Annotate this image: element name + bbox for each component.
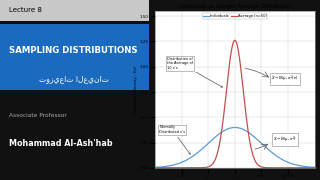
Line: Average (n=50): Average (n=50) xyxy=(155,40,315,168)
Individuals xyxy=(309,166,313,168)
Bar xyxy=(0,24,149,90)
Average (n=50) xyxy=(248,143,252,146)
Individuals xyxy=(233,126,237,129)
Average (n=50) xyxy=(230,47,234,50)
Average (n=50) xyxy=(313,167,316,169)
Bar xyxy=(0,0,149,21)
Individuals xyxy=(284,160,288,163)
Text: Distribution of
the Average of
10 x's: Distribution of the Average of 10 x's xyxy=(167,57,222,87)
Average (n=50) xyxy=(309,167,313,169)
Individuals xyxy=(230,127,234,129)
Average (n=50) xyxy=(284,167,288,169)
Average (n=50) xyxy=(153,167,157,169)
Individuals xyxy=(153,166,157,168)
Title: Individuals vs Sample Average Distribution: Individuals vs Sample Average Distributi… xyxy=(178,4,292,9)
Individuals xyxy=(229,127,233,129)
Y-axis label: Probability Density - f(x): Probability Density - f(x) xyxy=(134,66,139,113)
Legend: Individuals, Average (n=50): Individuals, Average (n=50) xyxy=(202,13,268,19)
Individuals xyxy=(240,128,244,130)
Text: SAMPLING DISTRIBUTIONS: SAMPLING DISTRIBUTIONS xyxy=(9,46,138,55)
Text: Mohammad Al-Ash'hab: Mohammad Al-Ash'hab xyxy=(9,140,113,148)
Individuals xyxy=(248,133,252,135)
Line: Individuals: Individuals xyxy=(155,127,315,167)
Average (n=50) xyxy=(233,39,237,41)
Text: $\bar{X} \sim N(\mu,\sigma^2/n)$: $\bar{X} \sim N(\mu,\sigma^2/n)$ xyxy=(271,74,299,84)
Text: $X \sim N(\mu,\sigma^2)$: $X \sim N(\mu,\sigma^2)$ xyxy=(273,134,297,145)
Text: Normally
Distributed x's: Normally Distributed x's xyxy=(159,125,190,154)
Text: توزيعات العينات: توزيعات العينات xyxy=(39,74,109,83)
Text: Lecture 8: Lecture 8 xyxy=(9,7,42,14)
Individuals xyxy=(313,166,316,168)
Text: Associate Professor: Associate Professor xyxy=(9,113,67,118)
Average (n=50) xyxy=(229,53,233,55)
Average (n=50) xyxy=(240,75,244,78)
